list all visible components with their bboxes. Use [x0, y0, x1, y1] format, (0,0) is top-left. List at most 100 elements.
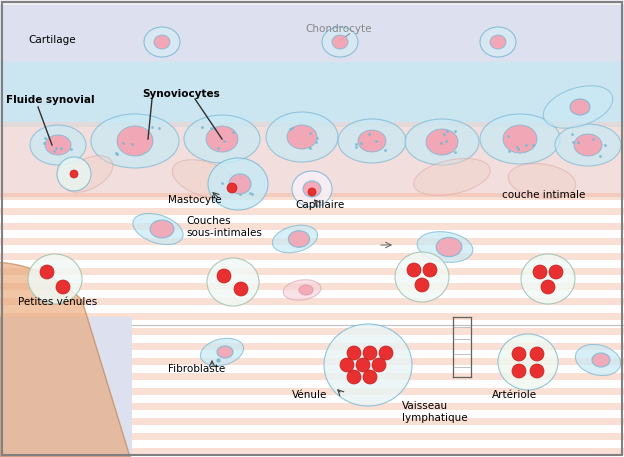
Ellipse shape	[498, 334, 558, 390]
Ellipse shape	[417, 232, 473, 262]
Ellipse shape	[490, 35, 506, 49]
Ellipse shape	[407, 263, 421, 277]
Ellipse shape	[574, 134, 602, 156]
Ellipse shape	[63, 156, 113, 192]
Polygon shape	[0, 262, 130, 457]
Bar	[0, 223, 624, 230]
Text: Cartilage: Cartilage	[28, 35, 76, 45]
Ellipse shape	[200, 338, 243, 366]
Ellipse shape	[208, 158, 268, 210]
Ellipse shape	[283, 280, 321, 300]
Ellipse shape	[332, 35, 348, 49]
Ellipse shape	[521, 254, 575, 304]
Ellipse shape	[379, 346, 393, 360]
Ellipse shape	[555, 124, 621, 166]
Ellipse shape	[288, 231, 310, 247]
Ellipse shape	[423, 263, 437, 277]
Ellipse shape	[45, 135, 71, 155]
Bar	[0, 448, 624, 455]
Ellipse shape	[405, 119, 479, 165]
Bar	[0, 193, 624, 200]
Text: Capillaire: Capillaire	[295, 200, 344, 210]
Bar	[0, 358, 624, 365]
Ellipse shape	[592, 353, 610, 367]
Text: Fluide synovial: Fluide synovial	[6, 95, 95, 105]
Ellipse shape	[426, 129, 458, 155]
Ellipse shape	[340, 358, 354, 372]
Ellipse shape	[372, 358, 386, 372]
Ellipse shape	[480, 114, 560, 164]
Ellipse shape	[570, 99, 590, 115]
Ellipse shape	[508, 164, 576, 198]
Ellipse shape	[358, 130, 386, 152]
Ellipse shape	[303, 181, 321, 197]
Bar	[0, 373, 624, 380]
Bar	[0, 403, 624, 410]
Ellipse shape	[56, 280, 70, 294]
Ellipse shape	[172, 159, 238, 198]
Ellipse shape	[347, 346, 361, 360]
Ellipse shape	[234, 282, 248, 296]
Ellipse shape	[575, 345, 621, 376]
Ellipse shape	[154, 35, 170, 49]
Ellipse shape	[227, 183, 237, 193]
Ellipse shape	[414, 159, 490, 196]
Ellipse shape	[91, 114, 179, 168]
Ellipse shape	[70, 170, 78, 178]
Text: Synoviocytes: Synoviocytes	[142, 89, 220, 99]
Bar	[0, 343, 624, 350]
Text: Artériole: Artériole	[492, 390, 537, 400]
Ellipse shape	[436, 237, 462, 256]
Ellipse shape	[308, 188, 316, 196]
Ellipse shape	[150, 220, 174, 238]
Ellipse shape	[338, 119, 406, 163]
Ellipse shape	[133, 213, 183, 244]
Bar	[0, 208, 624, 215]
Ellipse shape	[544, 86, 613, 128]
Ellipse shape	[184, 115, 260, 163]
Text: Vaisseau
lymphatique: Vaisseau lymphatique	[402, 401, 467, 423]
Ellipse shape	[117, 126, 153, 156]
Text: Chondrocyte: Chondrocyte	[305, 24, 371, 34]
Text: Couches
sous-intimales: Couches sous-intimales	[186, 216, 262, 238]
Bar	[0, 313, 624, 320]
Bar	[0, 5, 624, 62]
Bar	[0, 283, 624, 290]
Bar	[0, 388, 624, 395]
Ellipse shape	[363, 346, 377, 360]
Ellipse shape	[363, 370, 377, 384]
Ellipse shape	[512, 364, 526, 378]
Ellipse shape	[40, 265, 54, 279]
Ellipse shape	[530, 347, 544, 361]
Bar	[0, 317, 132, 457]
Ellipse shape	[299, 285, 313, 295]
Bar	[0, 418, 624, 425]
Bar	[0, 268, 624, 275]
Bar	[0, 253, 624, 260]
Ellipse shape	[217, 269, 231, 283]
Ellipse shape	[229, 174, 251, 194]
Text: Mastocyte: Mastocyte	[168, 195, 222, 205]
Ellipse shape	[30, 125, 86, 165]
Ellipse shape	[533, 265, 547, 279]
Ellipse shape	[292, 171, 332, 207]
Bar	[0, 298, 624, 305]
Ellipse shape	[57, 157, 91, 191]
Text: couche intimale: couche intimale	[502, 190, 585, 200]
Bar	[0, 62, 624, 127]
Ellipse shape	[356, 358, 370, 372]
Ellipse shape	[28, 254, 82, 304]
Ellipse shape	[144, 27, 180, 57]
Bar	[0, 433, 624, 440]
Ellipse shape	[395, 252, 449, 302]
Ellipse shape	[207, 258, 259, 306]
Ellipse shape	[415, 278, 429, 292]
Ellipse shape	[206, 126, 238, 152]
Ellipse shape	[287, 125, 317, 149]
Ellipse shape	[273, 225, 318, 253]
Ellipse shape	[530, 364, 544, 378]
Ellipse shape	[322, 27, 358, 57]
Bar	[0, 238, 624, 245]
Ellipse shape	[549, 265, 563, 279]
Text: Petites vénules: Petites vénules	[18, 297, 97, 307]
